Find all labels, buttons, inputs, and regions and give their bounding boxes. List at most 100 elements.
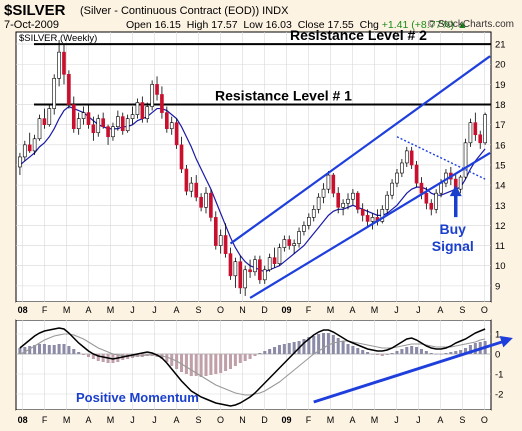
macd-histogram-bar [468,345,472,354]
x-tick-label: M [371,305,379,315]
candle-body [62,51,66,75]
macd-histogram-bar [351,346,355,354]
macd-histogram-bar [233,354,237,366]
macd-histogram-bar [444,353,448,354]
candle-body [204,192,208,208]
macd-histogram-bar [317,334,321,354]
macd-histogram-bar [228,354,233,369]
candle-body [27,144,32,152]
macd-y-tick-label: 0 [495,350,500,361]
macd-histogram-bar [86,354,90,357]
macd-histogram-bar [370,354,375,355]
macd-histogram-bar [429,353,433,354]
ohlc-readout: Open 16.15 High 17.57 Low 16.03 Close 17… [126,19,468,31]
candle-body [47,108,52,125]
x-tick-label: J [416,305,421,315]
candle-body [287,239,292,246]
macd-histogram-bar [459,350,463,354]
high-label: High [186,19,209,31]
macd-histogram-bar [287,343,291,354]
candle-body [262,269,267,281]
macd-histogram-bar [23,347,27,354]
macd-histogram-bar [292,342,296,354]
candle-body [194,182,199,198]
x-tick-label: A [86,305,92,315]
x-tick-label-bottom: A [174,415,180,425]
candle-body [297,231,301,244]
x-tick-label-bottom: A [437,415,443,425]
macd-histogram-bar [18,348,22,354]
price-y-tick-label: 11 [495,241,505,252]
macd-histogram-bar [243,354,247,361]
macd-histogram-bar [336,338,340,354]
macd-histogram-bar [307,337,311,354]
price-y-tick-label: 20 [495,60,506,71]
x-tick-label-bottom: 09 [281,415,291,425]
macd-histogram-bar [194,354,198,376]
candle-body [336,192,341,208]
macd-histogram-bar [385,354,389,355]
x-tick-label: M [107,305,115,315]
candle-body [483,114,487,144]
macd-histogram-bar [219,354,223,373]
candle-body [130,114,135,119]
resistance-label: Resistance Level # 1 [215,88,352,104]
macd-histogram-bar [101,354,105,362]
macd-histogram-bar [361,350,365,354]
candle-body [341,202,345,208]
candle-body [218,235,223,246]
macd-histogram-bar [77,352,81,354]
candle-body [228,253,233,277]
price-y-tick-label: 12 [495,221,506,232]
candle-body [135,102,140,115]
candle-body [267,257,272,271]
x-tick-label-bottom: J [394,415,399,425]
candle-body [120,116,125,132]
candle-body [18,156,22,168]
macd-histogram-bar [302,339,306,354]
high-value: 17.57 [211,19,238,31]
x-tick-label: J [152,305,157,315]
close-label: Close [297,19,325,31]
candle-body [346,198,350,204]
x-tick-label: A [437,305,443,315]
x-tick-label-bottom: M [371,415,379,425]
macd-histogram-bar [395,351,399,354]
candle-body [331,174,336,194]
macd-histogram-bar [199,354,203,377]
candle-body [189,182,194,192]
x-tick-label-bottom: M [107,415,115,425]
x-tick-label: A [174,305,180,315]
contract-description: (Silver - Continuous Contract (EOD)) [80,5,260,17]
macd-histogram-bar [82,354,86,355]
x-tick-label-bottom: O [481,415,488,425]
macd-histogram-bar [277,345,281,354]
macd-histogram-bar [375,354,379,355]
low-label: Low [243,19,263,31]
candle-body [463,142,468,178]
candle-body [76,118,81,130]
x-tick-label: 08 [18,305,28,315]
candle-body [81,112,86,119]
candle-body [140,102,145,119]
macd-histogram-bar [248,354,252,359]
macd-histogram-bar [312,336,316,354]
candle-body [316,196,321,210]
candle-body [96,118,101,134]
macd-histogram-bar [449,352,453,354]
macd-histogram-bar [419,349,423,354]
candle-body [409,150,414,166]
macd-histogram-bar [204,354,208,376]
dotted-trend-line [396,136,486,180]
price-y-tick-label: 13 [495,201,506,212]
macd-histogram-bar [72,349,76,354]
x-tick-label: F [306,305,312,315]
resistance-label: Resistance Level # 2 [290,27,427,43]
candle-body [71,104,76,130]
candle-body [125,118,130,132]
x-tick-label-bottom: S [459,415,465,425]
x-tick-label-bottom: F [42,415,48,425]
candle-body [57,51,61,79]
candle-body [272,257,277,265]
